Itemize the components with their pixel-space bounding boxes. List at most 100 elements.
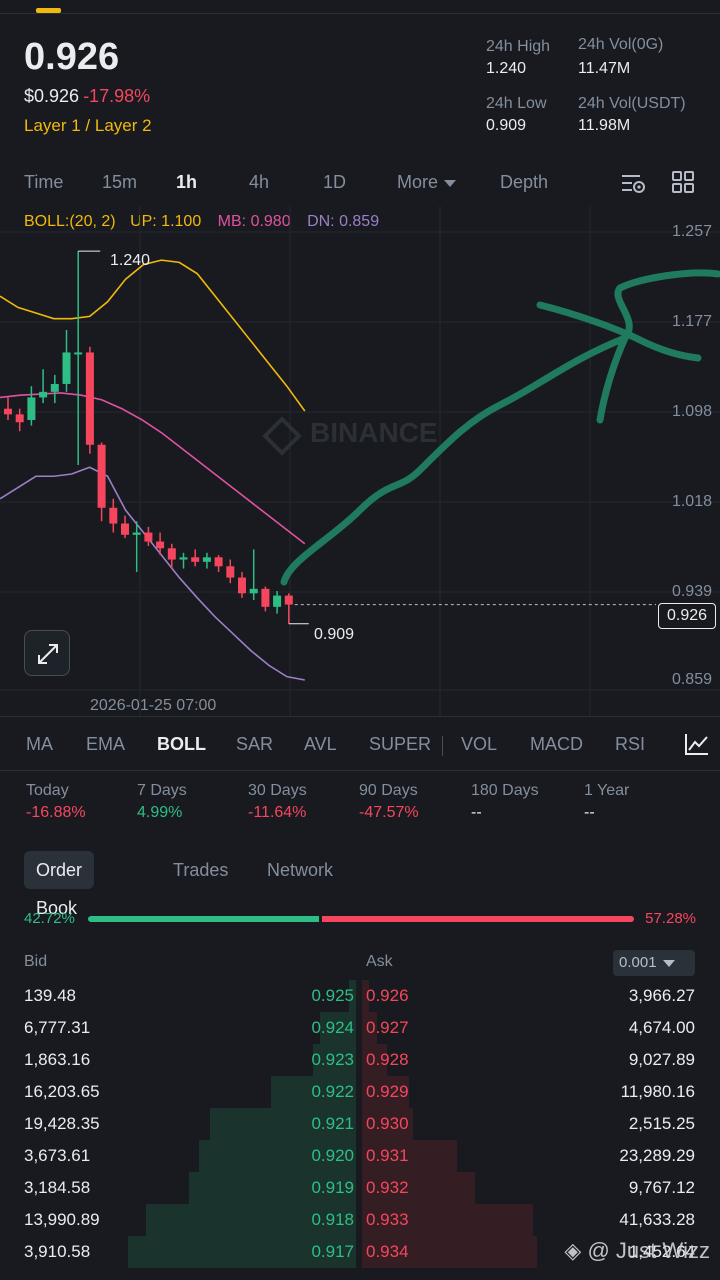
candle-body [132,532,141,535]
order-row[interactable]: 13,990.89 0.918 0.933 41,633.28 [0,1204,720,1236]
bid-qty: 6,777.31 [24,1018,91,1037]
caret-down-icon [662,959,675,967]
ask-depth-bar [362,1076,410,1108]
fullscreen-button[interactable] [24,630,70,676]
order-row[interactable]: 3,184.58 0.919 0.932 9,767.12 [0,1172,720,1204]
bid-depth-bar [270,1076,356,1108]
price-step-select[interactable]: 0.001 [613,950,695,976]
indicator-super[interactable]: SUPER [369,734,432,754]
candle-body [179,557,188,560]
divider [0,770,720,771]
candle-body [202,557,211,562]
candle-body [109,507,118,524]
stat-24h-low: 24h Low 0.909 [486,95,547,135]
timeframe-time[interactable]: Time [24,172,64,192]
candle-body [226,566,235,578]
stat-24h-vol-usdt: 24h Vol(USDT) 11.98M [578,95,686,135]
category-tags[interactable]: Layer 1 / Layer 2 [24,116,152,135]
bid-depth-bar [199,1140,356,1172]
step-value: 0.001 [619,954,657,971]
ask-price: 0.930 [366,1114,409,1133]
boll-middle-line [0,392,306,545]
candle-body [85,352,94,445]
tab-order-book[interactable]: Order Book [24,851,95,918]
candle-body [167,548,176,560]
more-label: More [397,172,439,192]
bid-price: 0.918 [311,1210,354,1229]
candle-body [249,588,258,594]
indicator-boll[interactable]: BOLL [157,734,206,754]
bid-qty: 1,863.16 [24,1050,91,1069]
tab-network[interactable]: Network [267,860,334,880]
order-row[interactable]: 3,910.58 0.917 0.934 1,452.64 [0,1236,720,1268]
stat-value: 0.909 [486,117,527,134]
ask-qty: 41,633.28 [619,1210,695,1229]
ask-depth-bar [362,980,370,1012]
indicator-sar[interactable]: SAR [236,734,274,754]
bid-ratio-bar [88,916,319,922]
order-row[interactable]: 3,673.61 0.920 0.931 23,289.29 [0,1140,720,1172]
price-chart[interactable]: BINANCE [0,0,720,716]
ask-qty: 1,452.64 [628,1242,695,1261]
stat-24h-vol-token: 24h Vol(0G) 11.47M [578,36,663,78]
period-today: Today -16.88% [26,782,86,822]
indicator-rsi[interactable]: RSI [615,734,646,754]
order-row[interactable]: 16,203.65 0.922 0.929 11,980.16 [0,1076,720,1108]
indicator-macd[interactable]: MACD [530,734,583,754]
bid-qty: 19,428.35 [24,1114,100,1133]
stat-label: 24h High [486,38,551,55]
candle-body [191,557,200,562]
ask-qty: 9,027.89 [628,1050,695,1069]
ask-qty: 23,289.29 [619,1146,695,1165]
bid-price: 0.922 [311,1082,354,1101]
timeframe-1h[interactable]: 1h [176,172,198,192]
candle-body [156,541,165,549]
x-axis-date: 2026-01-25 07:00 [90,697,217,714]
order-row[interactable]: 6,777.31 0.924 0.927 4,674.00 [0,1012,720,1044]
indicator-ema[interactable]: EMA [86,734,126,754]
bid-qty: 3,910.58 [24,1242,91,1261]
period-7d: 7 Days 4.99% [137,782,187,822]
timeframe-15m[interactable]: 15m [102,172,138,192]
depth-tab[interactable]: Depth [500,172,549,192]
last-price: 0.926 [24,36,120,78]
period-value: -16.88% [26,804,86,821]
boll-lower-line [0,466,305,681]
top-divider [0,13,720,14]
candle-body [97,444,106,508]
usd-price: $0.926 [24,86,80,106]
indicator-ma[interactable]: MA [26,734,53,754]
indicator-vol[interactable]: VOL [461,734,498,754]
candle-body [284,595,293,605]
current-price-tag: 0.926 [658,603,716,629]
timeframe-more[interactable]: More [397,172,457,193]
period-180d: 180 Days -- [471,782,539,822]
candle-body [15,414,24,423]
order-row[interactable]: 19,428.35 0.921 0.930 2,515.25 [0,1108,720,1140]
timeframe-1d[interactable]: 1D [323,172,347,192]
ask-depth-bar [362,1044,388,1076]
bid-qty: 16,203.65 [24,1082,100,1101]
tab-trades[interactable]: Trades [173,860,229,880]
indicator-avl[interactable]: AVL [304,734,337,754]
boll-upper-line [0,259,306,412]
stat-label: 24h Low [486,95,547,112]
candle-body [50,383,59,392]
indicator-chart-icon[interactable] [684,732,710,756]
ask-price: 0.927 [366,1018,409,1037]
order-row[interactable]: 139.48 0.925 0.926 3,966.27 [0,980,720,1012]
boll-params: BOLL:(20, 2) [24,213,116,230]
bid-depth-bar [145,1204,356,1236]
bid-depth-bar [210,1108,356,1140]
ask-price: 0.928 [366,1050,409,1069]
timeframe-4h[interactable]: 4h [249,172,270,192]
bid-qty: 139.48 [24,986,76,1005]
ask-price: 0.931 [366,1146,409,1165]
ask-depth-bar [362,1140,457,1172]
grid-layout-icon[interactable] [672,171,694,193]
ask-depth-bar [362,1012,377,1044]
bid-price: 0.924 [311,1018,354,1037]
chart-settings-icon[interactable] [620,172,646,196]
ask-depth-bar [362,1172,475,1204]
order-row[interactable]: 1,863.16 0.923 0.928 9,027.89 [0,1044,720,1076]
